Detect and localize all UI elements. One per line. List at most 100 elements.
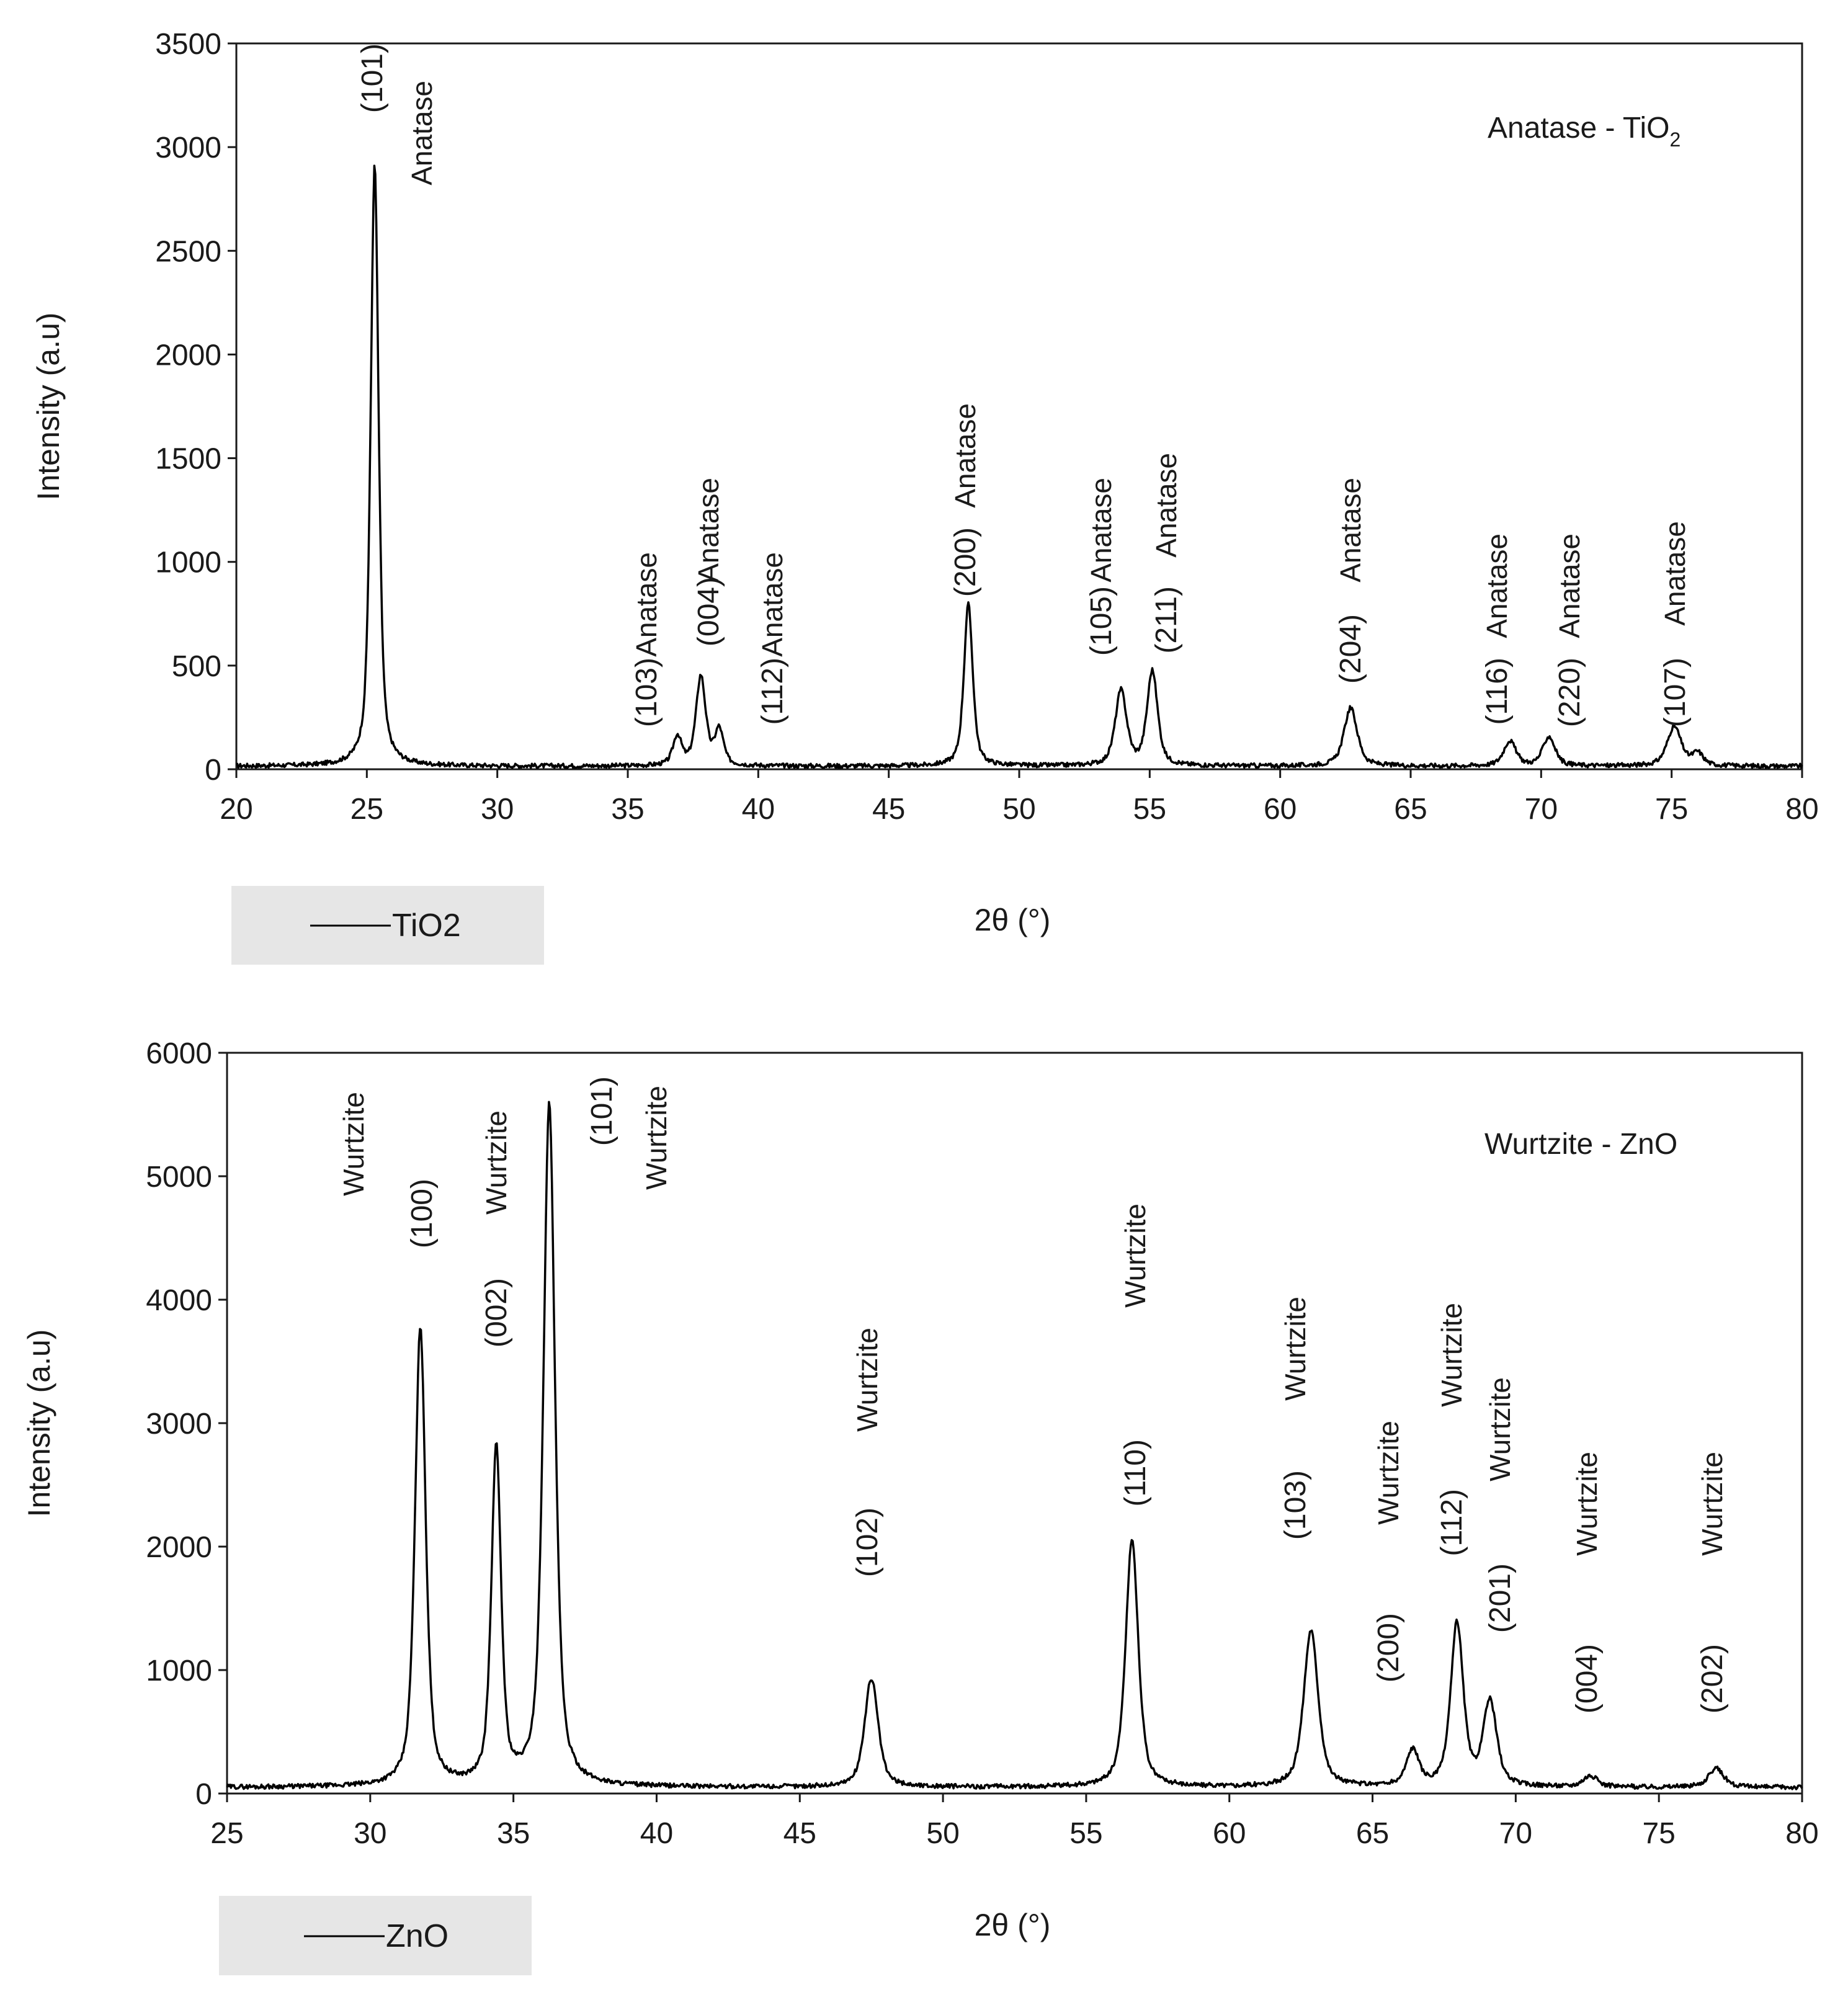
- tio2-x-tick-label: 40: [742, 793, 775, 826]
- zno-peak-hkl-label: (004): [1571, 1644, 1604, 1713]
- tio2-peak-phase-label: Anatase: [1553, 534, 1586, 638]
- zno-peak-phase-label: Wurtzite: [1484, 1377, 1516, 1481]
- tio2-x-tick-label: 70: [1525, 793, 1558, 826]
- tio2-peak-phase-label: Anatase: [1334, 478, 1367, 583]
- tio2-y-tick-label: 1000: [155, 547, 221, 579]
- tio2-pattern-line: [236, 164, 1803, 769]
- tio2-y-tick-label: 3500: [155, 28, 221, 61]
- tio2-peak-hkl-label: (200): [949, 527, 982, 597]
- tio2-peak-hkl-label: (116): [1481, 658, 1514, 725]
- zno-peak-phase-label: Wurtzite: [480, 1110, 512, 1215]
- tio2-x-tick-label: 20: [220, 793, 252, 826]
- tio2-peak-hkl-label: (101): [356, 43, 389, 113]
- tio2-peak-phase-label: Anatase: [756, 552, 788, 657]
- zno-peak-hkl-label: (101): [586, 1076, 618, 1146]
- zno-chart: 0 1000 2000 3000 4000 5000 6000 25 30 35 40 45 50 55…: [22, 1037, 1819, 1975]
- zno-peak-phase-label: Wurtzite: [640, 1086, 672, 1190]
- zno-x-tick-label: 50: [926, 1817, 959, 1850]
- tio2-peak-phase-label: Anatase: [630, 552, 663, 657]
- zno-peak-phase-label: Wurtzite: [1372, 1421, 1404, 1525]
- zno-peak-hkl-label: (110): [1119, 1439, 1152, 1507]
- zno-x-tick-label: 45: [783, 1817, 816, 1850]
- tio2-x-axis-title: 2θ (°): [975, 903, 1051, 937]
- zno-y-axis-title: Intensity (a.u): [22, 1329, 56, 1517]
- zno-panel-title: Wurtzite - ZnO: [1484, 1128, 1677, 1161]
- tio2-panel-title: Anatase - TiO2: [1488, 112, 1681, 151]
- tio2-y-axis-title: Intensity (a.u): [31, 313, 66, 501]
- zno-y-tick-label: 3000: [146, 1408, 212, 1441]
- tio2-x-tick-label: 60: [1264, 793, 1297, 826]
- zno-x-tick-label: 75: [1642, 1817, 1675, 1850]
- zno-peak-phase-label: Wurtzite: [1279, 1297, 1311, 1401]
- tio2-legend: TiO2: [231, 886, 544, 965]
- tio2-x-tick-label: 75: [1655, 793, 1688, 826]
- tio2-y-tick-label: 2500: [155, 235, 221, 268]
- zno-peak-hkl-label: (102): [851, 1508, 884, 1577]
- tio2-peak-phase-label: Anatase: [406, 81, 438, 185]
- zno-y-tick-label: 2000: [146, 1531, 212, 1564]
- zno-peak-hkl-label: (112): [1435, 1489, 1468, 1557]
- zno-legend-label: ZnO: [386, 1918, 449, 1954]
- zno-x-tick-label: 35: [497, 1817, 530, 1850]
- zno-peak-phase-label: Wurtzite: [1435, 1303, 1468, 1407]
- tio2-x-tick-label: 80: [1785, 793, 1818, 826]
- tio2-peak-hkl-label: (204): [1334, 614, 1367, 684]
- tio2-peak-hkl-label: (004): [692, 577, 725, 646]
- zno-y-axis: 0 1000 2000 3000 4000 5000 6000: [146, 1037, 227, 1811]
- zno-peak-hkl-label: (202): [1696, 1644, 1729, 1713]
- zno-x-tick-label: 70: [1499, 1817, 1532, 1850]
- tio2-y-tick-label: 3000: [155, 132, 221, 164]
- zno-y-tick-label: 4000: [146, 1284, 212, 1317]
- zno-peak-hkl-label: (201): [1484, 1563, 1517, 1633]
- zno-x-tick-label: 40: [640, 1817, 673, 1850]
- tio2-peak-hkl-label: (105): [1085, 586, 1118, 656]
- zno-y-tick-label: 5000: [146, 1161, 212, 1194]
- tio2-peak-phase-label: Anatase: [949, 403, 981, 508]
- tio2-x-tick-label: 30: [481, 793, 514, 826]
- tio2-peak-hkl-label: (211): [1150, 586, 1183, 654]
- zno-x-tick-label: 60: [1213, 1817, 1246, 1850]
- tio2-y-tick-label: 0: [205, 754, 221, 787]
- tio2-peak-annotations: (101)Anatase(103)Anatase (004)Anatase(112…: [356, 43, 1692, 727]
- tio2-x-tick-label: 35: [611, 793, 644, 826]
- zno-y-tick-label: 1000: [146, 1655, 212, 1687]
- tio2-x-tick-label: 65: [1394, 793, 1427, 826]
- zno-x-axis-title: 2θ (°): [975, 1908, 1051, 1942]
- tio2-x-tick-label: 45: [872, 793, 905, 826]
- zno-x-axis: 25 30 35 40 45 50 55 60 65 70 75 80: [210, 1794, 1819, 1850]
- tio2-legend-label: TiO2: [392, 908, 461, 944]
- zno-x-tick-label: 30: [354, 1817, 386, 1850]
- tio2-y-axis: 0 500 1000 1500 2000 2500 3000 3500: [155, 28, 236, 787]
- zno-peak-phase-label: Wurtzite: [337, 1092, 370, 1196]
- tio2-peak-phase-label: Anatase: [1481, 534, 1513, 638]
- zno-x-tick-label: 55: [1069, 1817, 1102, 1850]
- tio2-y-tick-label: 2000: [155, 339, 221, 372]
- zno-peak-hkl-label: (002): [480, 1278, 513, 1347]
- tio2-peak-hkl-label: (220): [1553, 658, 1586, 727]
- zno-peak-phase-label: Wurtzite: [1119, 1204, 1151, 1308]
- tio2-peak-hkl-label: (112): [756, 658, 789, 725]
- tio2-peak-phase-label: Anatase: [692, 478, 725, 583]
- tio2-x-tick-label: 55: [1133, 793, 1166, 826]
- tio2-peak-phase-label: Anatase: [1150, 453, 1182, 558]
- zno-y-tick-label: 6000: [146, 1037, 212, 1070]
- zno-peak-hkl-label: (103): [1279, 1470, 1312, 1540]
- tio2-chart: 0 500 1000 1500 2000 2500 3000 3500 20 25 30 35 40 4…: [31, 28, 1819, 965]
- tio2-x-tick-label: 25: [350, 793, 383, 826]
- tio2-x-axis: 20 25 30 35 40 45 50 55 60 65 70 75 80: [220, 769, 1819, 826]
- tio2-y-tick-label: 500: [172, 650, 221, 683]
- zno-peak-phase-label: Wurtzite: [851, 1328, 883, 1432]
- zno-pattern-line: [226, 1101, 1803, 1790]
- tio2-peak-hkl-label: (103): [630, 658, 663, 727]
- zno-x-tick-label: 65: [1356, 1817, 1389, 1850]
- zno-peak-hkl-label: (200): [1372, 1613, 1405, 1682]
- zno-peak-phase-label: Wurtzite: [1571, 1452, 1603, 1556]
- tio2-peak-phase-label: Anatase: [1659, 521, 1691, 626]
- zno-peak-hkl-label: (100): [406, 1179, 439, 1248]
- tio2-y-tick-label: 1500: [155, 443, 221, 476]
- tio2-x-tick-label: 50: [1002, 793, 1035, 826]
- zno-legend: ZnO: [219, 1896, 532, 1975]
- zno-peak-annotations: (100) Wurtzite (002) Wurtzite (101) Wurtzite (…: [337, 1076, 1729, 1713]
- zno-y-tick-label: 0: [195, 1778, 212, 1811]
